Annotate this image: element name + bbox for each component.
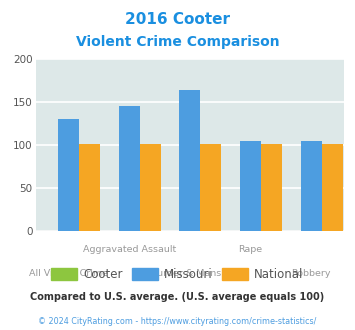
Legend: Cooter, Missouri, National: Cooter, Missouri, National <box>47 263 308 286</box>
Bar <box>322 144 343 231</box>
Text: Compared to U.S. average. (U.S. average equals 100): Compared to U.S. average. (U.S. average … <box>31 292 324 302</box>
Text: Robbery: Robbery <box>291 269 331 278</box>
Text: Murder & Mans...: Murder & Mans... <box>149 269 230 278</box>
Bar <box>179 90 201 231</box>
Text: Aggravated Assault: Aggravated Assault <box>83 245 176 254</box>
Bar <box>240 141 261 231</box>
Text: 2016 Cooter: 2016 Cooter <box>125 12 230 26</box>
Text: © 2024 CityRating.com - https://www.cityrating.com/crime-statistics/: © 2024 CityRating.com - https://www.city… <box>38 317 317 326</box>
Text: All Violent Crime: All Violent Crime <box>29 269 108 278</box>
Bar <box>301 141 322 231</box>
Text: Violent Crime Comparison: Violent Crime Comparison <box>76 35 279 49</box>
Bar <box>119 106 140 231</box>
Bar <box>201 144 222 231</box>
Text: Rape: Rape <box>239 245 263 254</box>
Bar <box>79 144 100 231</box>
Bar <box>140 144 161 231</box>
Bar <box>58 119 79 231</box>
Bar <box>261 144 282 231</box>
